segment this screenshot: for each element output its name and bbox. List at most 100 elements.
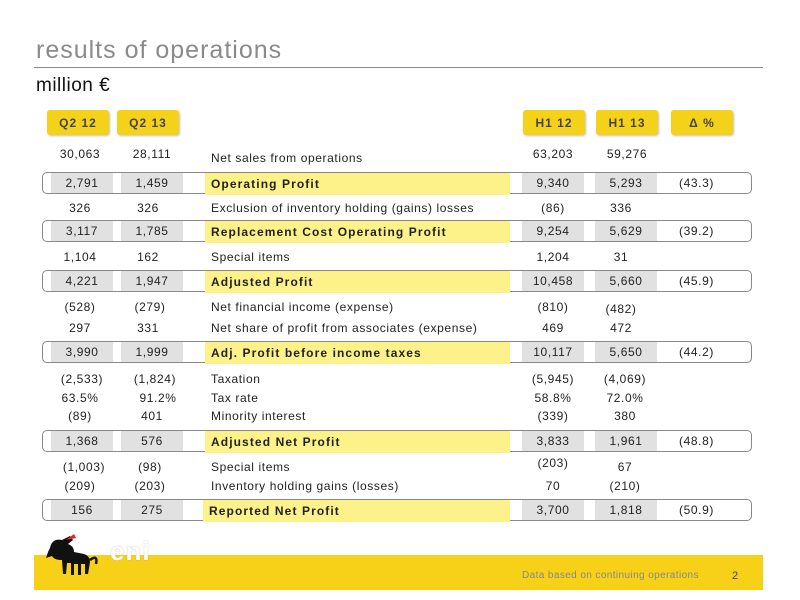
row-special-items-2: (1,003) (98) Special items (203) 67 — [0, 456, 800, 478]
row-tax-rate: 63.5% 91.2% Tax rate 58.8% 72.0% — [0, 391, 800, 409]
value-q2-13: 275 — [121, 500, 183, 520]
value-delta: (43.3) — [679, 176, 714, 190]
title-divider — [34, 67, 763, 68]
page-title: results of operations — [36, 36, 283, 64]
row-label: Taxation — [211, 372, 261, 386]
row-label: Replacement Cost Operating Profit — [205, 221, 510, 243]
value-h1-12: 9,340 — [522, 173, 584, 193]
value-h1-13: 5,293 — [595, 173, 657, 193]
value-q2-12: (1,003) — [62, 460, 106, 474]
value-q2-12: 63.5% — [61, 391, 99, 405]
row-adj-profit-before-taxes: 3,990 1,999 Adj. Profit before income ta… — [42, 341, 752, 364]
value-q2-13: 401 — [141, 409, 163, 423]
value-h1-13: 5,629 — [595, 221, 657, 241]
value-q2-12: (2,533) — [60, 372, 104, 386]
logo-text: eni — [110, 536, 151, 566]
row-label: Special items — [211, 460, 291, 474]
row-label: Reported Net Profit — [203, 500, 510, 522]
value-h1-13: 5,650 — [595, 342, 657, 362]
value-h1-13: 336 — [610, 201, 632, 215]
value-h1-12: 58.8% — [534, 391, 572, 405]
page-number: 2 — [732, 570, 739, 582]
value-h1-13: 72.0% — [606, 391, 644, 405]
value-h1-13: 380 — [614, 409, 636, 423]
value-q2-13: 1,459 — [121, 173, 183, 193]
value-q2-13: (279) — [134, 300, 166, 314]
value-q2-13: (98) — [138, 460, 162, 474]
value-q2-13: 162 — [137, 250, 159, 264]
value-h1-12: (810) — [537, 300, 569, 314]
value-q2-12: 3,990 — [51, 342, 113, 362]
row-label: Adjusted Profit — [205, 271, 510, 293]
row-reported-net-profit: 156 275 Reported Net Profit 3,700 1,818 … — [42, 499, 752, 522]
value-h1-13: 5,660 — [595, 271, 657, 291]
row-label: Net financial income (expense) — [211, 300, 394, 314]
row-inventory-holding-gains: (209) (203) Inventory holding gains (los… — [0, 479, 800, 497]
row-label: Net share of profit from associates (exp… — [211, 321, 478, 335]
row-label: Adj. Profit before income taxes — [205, 342, 510, 364]
row-label: Operating Profit — [205, 173, 510, 195]
value-h1-12: (5,945) — [531, 372, 575, 386]
header-h1-13: H1 13 — [596, 110, 658, 135]
row-label: Special items — [211, 250, 291, 264]
unit-subtitle: million € — [36, 75, 111, 96]
value-q2-13: (1,824) — [133, 372, 177, 386]
value-q2-13: 326 — [137, 201, 159, 215]
row-net-financial-income: (528) (279) Net financial income (expens… — [0, 300, 800, 318]
value-q2-13: 331 — [137, 321, 159, 335]
value-q2-13: 1,947 — [121, 271, 183, 291]
value-h1-13: 472 — [610, 321, 632, 335]
value-delta: (48.8) — [679, 434, 714, 448]
value-h1-12: (339) — [537, 409, 569, 423]
value-h1-13: 59,276 — [606, 147, 648, 161]
row-taxation: (2,533) (1,824) Taxation (5,945) (4,069) — [0, 372, 800, 390]
value-q2-12: 30,063 — [59, 147, 101, 161]
value-h1-13: (482) — [605, 302, 637, 316]
value-h1-12: (86) — [541, 201, 565, 215]
row-label: Net sales from operations — [211, 151, 363, 165]
value-h1-13: (210) — [609, 479, 641, 493]
value-delta: (39.2) — [679, 224, 714, 238]
value-q2-13: 1,999 — [121, 342, 183, 362]
value-q2-12: 297 — [69, 321, 91, 335]
value-h1-12: (203) — [537, 456, 569, 470]
row-net-sales: 30,063 28,111 Net sales from operations … — [0, 147, 800, 167]
value-h1-12: 9,254 — [522, 221, 584, 241]
value-q2-12: 1,368 — [51, 431, 113, 451]
header-q2-13: Q2 13 — [117, 110, 179, 135]
value-h1-12: 469 — [542, 321, 564, 335]
row-special-items: 1,104 162 Special items 1,204 31 — [0, 250, 800, 268]
value-delta: (50.9) — [679, 503, 714, 517]
value-h1-13: 31 — [613, 250, 629, 264]
header-h1-12: H1 12 — [523, 110, 585, 135]
row-label: Inventory holding gains (losses) — [211, 479, 399, 493]
value-q2-12: 156 — [51, 500, 113, 520]
row-adjusted-profit: 4,221 1,947 Adjusted Profit 10,458 5,660… — [42, 270, 752, 293]
value-q2-13: 576 — [121, 431, 183, 451]
six-legged-dog-icon — [46, 534, 98, 575]
footer-bar — [34, 555, 763, 590]
value-delta: (45.9) — [679, 274, 714, 288]
row-operating-profit: 2,791 1,459 Operating Profit 9,340 5,293… — [42, 172, 752, 195]
value-q2-12: (89) — [68, 409, 92, 423]
footer-note: Data based on continuing operations — [522, 570, 699, 581]
row-label: Minority interest — [211, 409, 306, 423]
value-q2-12: 1,104 — [63, 250, 97, 264]
row-label: Adjusted Net Profit — [205, 431, 510, 453]
row-replacement-cost-operating-profit: 3,117 1,785 Replacement Cost Operating P… — [42, 220, 752, 243]
value-h1-12: 70 — [545, 479, 561, 493]
value-delta: (44.2) — [679, 345, 714, 359]
row-label: Tax rate — [211, 391, 259, 405]
header-q2-12: Q2 12 — [47, 110, 109, 135]
value-h1-12: 3,833 — [522, 431, 584, 451]
row-adjusted-net-profit: 1,368 576 Adjusted Net Profit 3,833 1,96… — [42, 430, 752, 453]
header-delta-percent: Δ % — [671, 110, 733, 135]
value-q2-12: (528) — [64, 300, 96, 314]
value-h1-13: 1,818 — [595, 500, 657, 520]
value-q2-13: 28,111 — [132, 147, 172, 161]
value-h1-12: 3,700 — [522, 500, 584, 520]
value-h1-12: 1,204 — [536, 250, 570, 264]
value-q2-12: 326 — [69, 201, 91, 215]
value-q2-12: 2,791 — [51, 173, 113, 193]
value-h1-12: 10,458 — [522, 271, 584, 291]
